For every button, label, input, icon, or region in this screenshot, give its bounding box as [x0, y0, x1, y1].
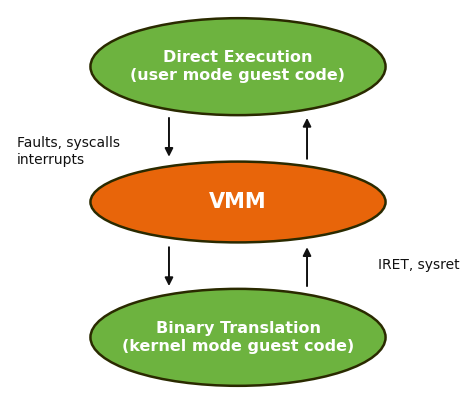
Text: Direct Execution
(user mode guest code): Direct Execution (user mode guest code)	[130, 50, 346, 84]
Ellipse shape	[90, 162, 386, 242]
Text: Binary Translation
(kernel mode guest code): Binary Translation (kernel mode guest co…	[122, 320, 354, 354]
Text: Faults, syscalls
interrupts: Faults, syscalls interrupts	[17, 137, 119, 166]
Text: VMM: VMM	[209, 192, 267, 212]
Ellipse shape	[90, 289, 386, 386]
Text: IRET, sysret: IRET, sysret	[378, 258, 459, 271]
Ellipse shape	[90, 18, 386, 115]
